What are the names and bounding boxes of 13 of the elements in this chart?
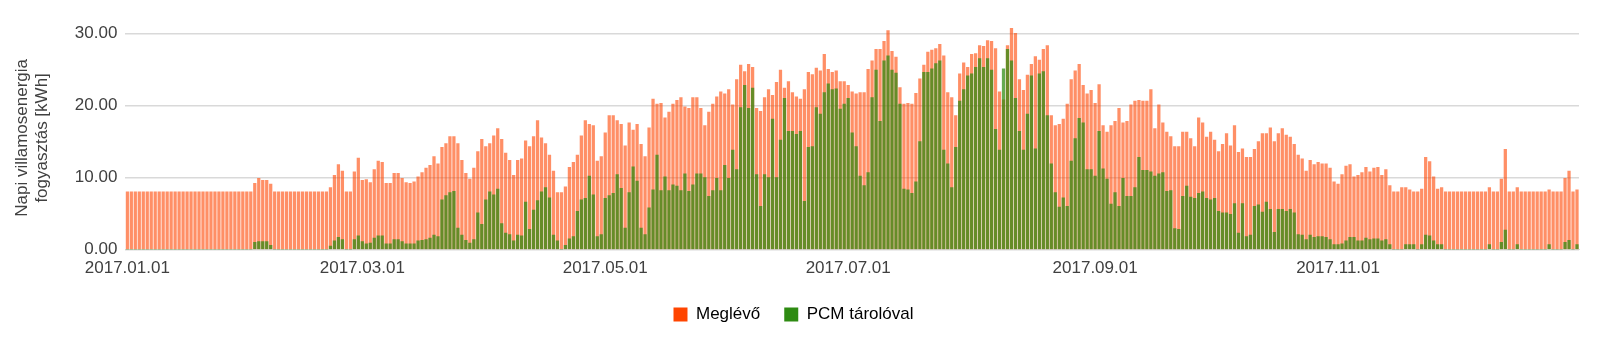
x-tick-label: 2017.05.01 bbox=[562, 258, 648, 278]
y-tick-label: 0.00 bbox=[84, 239, 118, 259]
x-tick-label: 2017.11.01 bbox=[1296, 258, 1380, 278]
x-tick-label: 2017.01.01 bbox=[84, 258, 170, 278]
y-axis-title: Napi villamosenergia fogyasztás [kWh] bbox=[11, 58, 52, 217]
y-tick-label: 20.00 bbox=[74, 95, 118, 115]
y-tick-label: 10.00 bbox=[74, 167, 118, 187]
y-tick-label: 30.00 bbox=[74, 23, 118, 43]
x-tick-label: 2017.03.01 bbox=[319, 258, 405, 278]
x-tick-label: 2017.09.01 bbox=[1052, 258, 1138, 278]
x-tick-label: 2017.07.01 bbox=[805, 258, 891, 278]
legend-label: Meglévő bbox=[695, 304, 761, 324]
legend-label: PCM tárolóval bbox=[806, 304, 914, 324]
